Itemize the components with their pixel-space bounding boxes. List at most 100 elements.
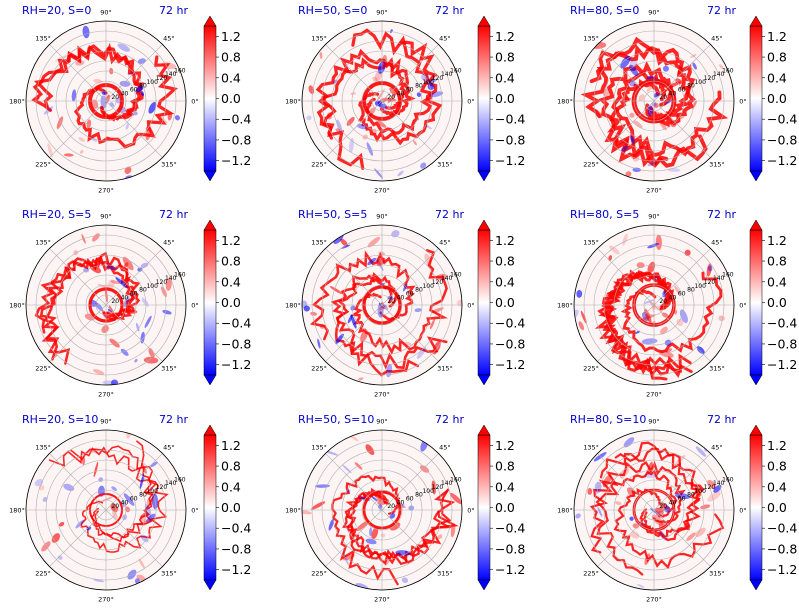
- colorbar-tick-label: −0.4: [495, 316, 525, 331]
- angular-gridline: [653, 44, 711, 102]
- angle-tick-label: 315°: [709, 569, 725, 577]
- colorbar-extend-min: [203, 579, 217, 591]
- radial-tick-label: 100: [422, 79, 434, 86]
- angular-gridline: [49, 304, 107, 362]
- colorbar-tick-label: −0.8: [495, 132, 525, 147]
- colorbar-extend-min: [749, 579, 763, 591]
- angular-gridline: [381, 509, 439, 567]
- angle-tick-label: 270°: [646, 391, 662, 399]
- colorbar-tick-label: 0.8: [767, 254, 787, 269]
- colorbar: 1.2 0.8 0.4 0.0 −0.4 −0.8 −1.2: [203, 15, 251, 182]
- colorbar-tick-label: −0.4: [495, 112, 525, 127]
- angular-gridline: [381, 100, 439, 158]
- angle-tick-label: 0°: [191, 98, 198, 106]
- colorbar-extend-max: [749, 15, 763, 27]
- colorbar-tick-label: −1.2: [767, 357, 797, 372]
- angle-tick-label: 90°: [648, 9, 660, 17]
- colorbar: 1.2 0.8 0.4 0.0 −0.4 −0.8 −1.2: [477, 219, 525, 386]
- radial-tick-label: 140: [165, 275, 177, 282]
- angle-tick-label: 135°: [583, 35, 599, 43]
- polar-outline: [25, 429, 187, 591]
- radial-tick-label: 140: [713, 275, 725, 282]
- radial-tick-label: 120: [432, 484, 444, 491]
- colorbar-extend-min: [749, 374, 763, 386]
- angle-tick-label: 225°: [311, 569, 327, 577]
- colorbar-tick-label: 0.4: [767, 479, 787, 494]
- colorbar-tick-label: 0.4: [221, 70, 241, 85]
- radial-tick-label: 20: [659, 298, 667, 305]
- colorbar-tick-label: −1.2: [221, 562, 251, 577]
- angle-tick-label: 315°: [161, 364, 177, 372]
- angle-tick-label: 270°: [98, 391, 114, 399]
- polar-outline: [573, 429, 735, 591]
- colorbar-tick-label: −0.8: [767, 132, 797, 147]
- colorbar: 1.2 0.8 0.4 0.0 −0.4 −0.8 −1.2: [749, 424, 797, 591]
- panel-title-right: 72 hr: [707, 413, 736, 426]
- polar-outline: [25, 20, 187, 182]
- colorbar-tick-label: 0.0: [221, 91, 241, 106]
- field-texture: [34, 233, 172, 385]
- panel-title-right: 72 hr: [159, 413, 188, 426]
- colorbar-tick-label: 0.8: [767, 459, 787, 474]
- angle-tick-label: 315°: [437, 569, 453, 577]
- angle-tick-label: 225°: [311, 160, 327, 168]
- colorbar-tick-label: −1.2: [495, 153, 525, 168]
- colorbar-tick-label: −1.2: [221, 153, 251, 168]
- colorbar-tick-label: 0.0: [221, 295, 241, 310]
- angle-tick-label: 225°: [35, 364, 51, 372]
- colorbar: 1.2 0.8 0.4 0.0 −0.4 −0.8 −1.2: [477, 424, 525, 591]
- colorbar: 1.2 0.8 0.4 0.0 −0.4 −0.8 −1.2: [203, 219, 251, 386]
- radial-tick-label: 80: [687, 287, 695, 294]
- angle-tick-label: 135°: [35, 239, 51, 247]
- angle-tick-label: 270°: [374, 596, 390, 604]
- radial-tick-label: 100: [146, 488, 158, 495]
- angle-tick-label: 270°: [646, 187, 662, 195]
- angular-gridline: [653, 248, 711, 306]
- radial-tick-label: 60: [130, 291, 138, 298]
- colorbar-tick-label: 0.0: [495, 91, 515, 106]
- radial-tick-label: 140: [165, 71, 177, 78]
- colorbar-tick-label: 1.2: [767, 29, 787, 44]
- angle-tick-label: 0°: [467, 98, 474, 106]
- angle-tick-label: 45°: [711, 239, 723, 247]
- angle-tick-label: 90°: [100, 9, 112, 17]
- radial-tick-label: 120: [432, 75, 444, 82]
- colorbar-tick-label: 1.2: [495, 233, 515, 248]
- radial-tick-label: 140: [713, 480, 725, 487]
- colorbar: 1.2 0.8 0.4 0.0 −0.4 −0.8 −1.2: [203, 424, 251, 591]
- radial-tick-label: 120: [156, 484, 168, 491]
- radial-tick-label: 20: [111, 94, 119, 101]
- angular-gridline: [597, 100, 655, 158]
- angle-tick-label: 135°: [311, 444, 327, 452]
- angle-tick-label: 180°: [285, 507, 301, 515]
- colorbar-tick-label: 1.2: [767, 233, 787, 248]
- angle-tick-label: 180°: [285, 302, 301, 310]
- colorbar-tick-label: 1.2: [495, 438, 515, 453]
- colorbar-extend-max: [477, 15, 491, 27]
- colorbar-tick-label: 1.2: [221, 29, 241, 44]
- colorbar-extend-min: [477, 170, 491, 182]
- colorbar-tick-label: −0.4: [767, 112, 797, 127]
- radial-tick-label: 140: [441, 71, 453, 78]
- panel-title-right: 72 hr: [435, 4, 464, 17]
- radial-tick-label: 60: [406, 291, 414, 298]
- angle-tick-label: 225°: [583, 364, 599, 372]
- angle-tick-label: 90°: [376, 418, 388, 426]
- angular-gridline: [597, 509, 655, 567]
- angle-tick-label: 135°: [583, 444, 599, 452]
- angle-tick-label: 180°: [9, 302, 25, 310]
- angle-tick-label: 180°: [9, 98, 25, 106]
- radial-tick-label: 80: [415, 287, 423, 294]
- colorbar-extend-min: [477, 579, 491, 591]
- colorbar-extend-max: [477, 219, 491, 231]
- angle-tick-label: 0°: [467, 302, 474, 310]
- angular-gridline: [105, 453, 163, 511]
- angle-tick-label: 0°: [191, 302, 198, 310]
- radial-tick-label: 20: [387, 298, 395, 305]
- panel-title-right: 72 hr: [435, 413, 464, 426]
- radial-tick-label: 80: [139, 492, 147, 499]
- radial-tick-label: 40: [669, 499, 677, 506]
- colorbar-tick-label: 1.2: [221, 233, 241, 248]
- colorbar-tick-label: 0.8: [221, 459, 241, 474]
- radial-tick-label: 120: [156, 279, 168, 286]
